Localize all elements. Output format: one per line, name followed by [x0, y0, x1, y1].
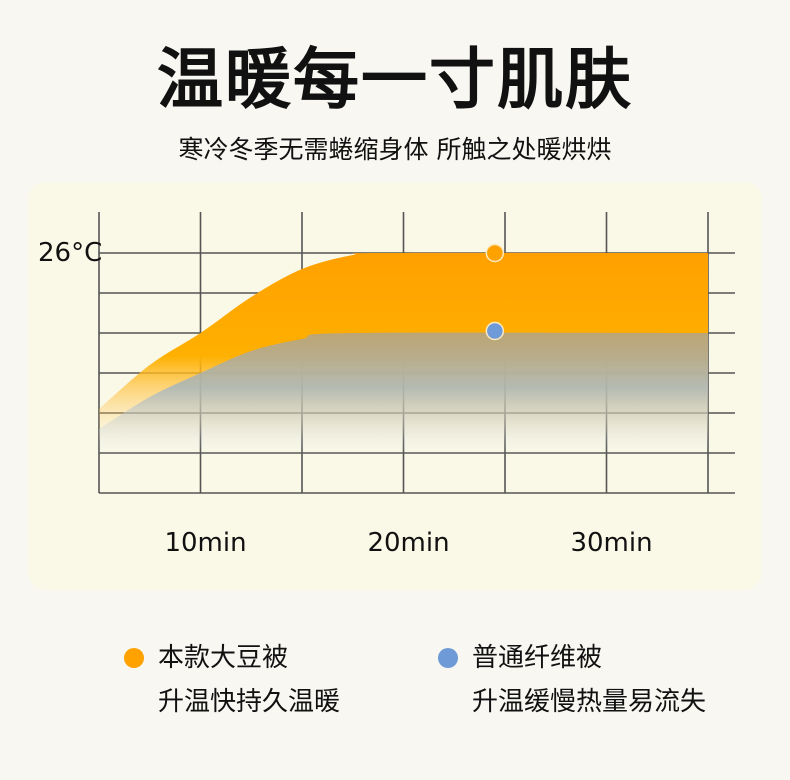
legend-item-soybean-quilt: 本款大豆被 升温快持久温暖 [124, 636, 341, 724]
chart-areas [99, 252, 708, 470]
soybean-quilt-marker [485, 243, 505, 263]
legend-name: 本款大豆被 [158, 643, 289, 673]
x-tick-label: 10min [164, 528, 247, 558]
y-tick-label: 26°C [38, 238, 103, 268]
legend-item-fiber-quilt: 普通纤维被 升温缓慢热量易流失 [438, 636, 707, 724]
legend-description: 升温缓慢热量易流失 [472, 687, 707, 717]
orange-dot-icon [124, 648, 144, 668]
fiber-quilt-area [99, 332, 708, 470]
legend-name: 普通纤维被 [472, 643, 603, 673]
x-tick-label: 30min [570, 528, 653, 558]
page-title: 温暖每一寸肌肤 [157, 41, 633, 118]
x-tick-label: 20min [367, 528, 450, 558]
blue-dot-icon [438, 648, 458, 668]
chart-markers [485, 243, 505, 341]
fiber-quilt-marker [485, 321, 505, 341]
legend-description: 升温快持久温暖 [158, 687, 341, 717]
page-subtitle: 寒冷冬季无需蜷缩身体 所触之处暖烘烘 [178, 135, 612, 164]
